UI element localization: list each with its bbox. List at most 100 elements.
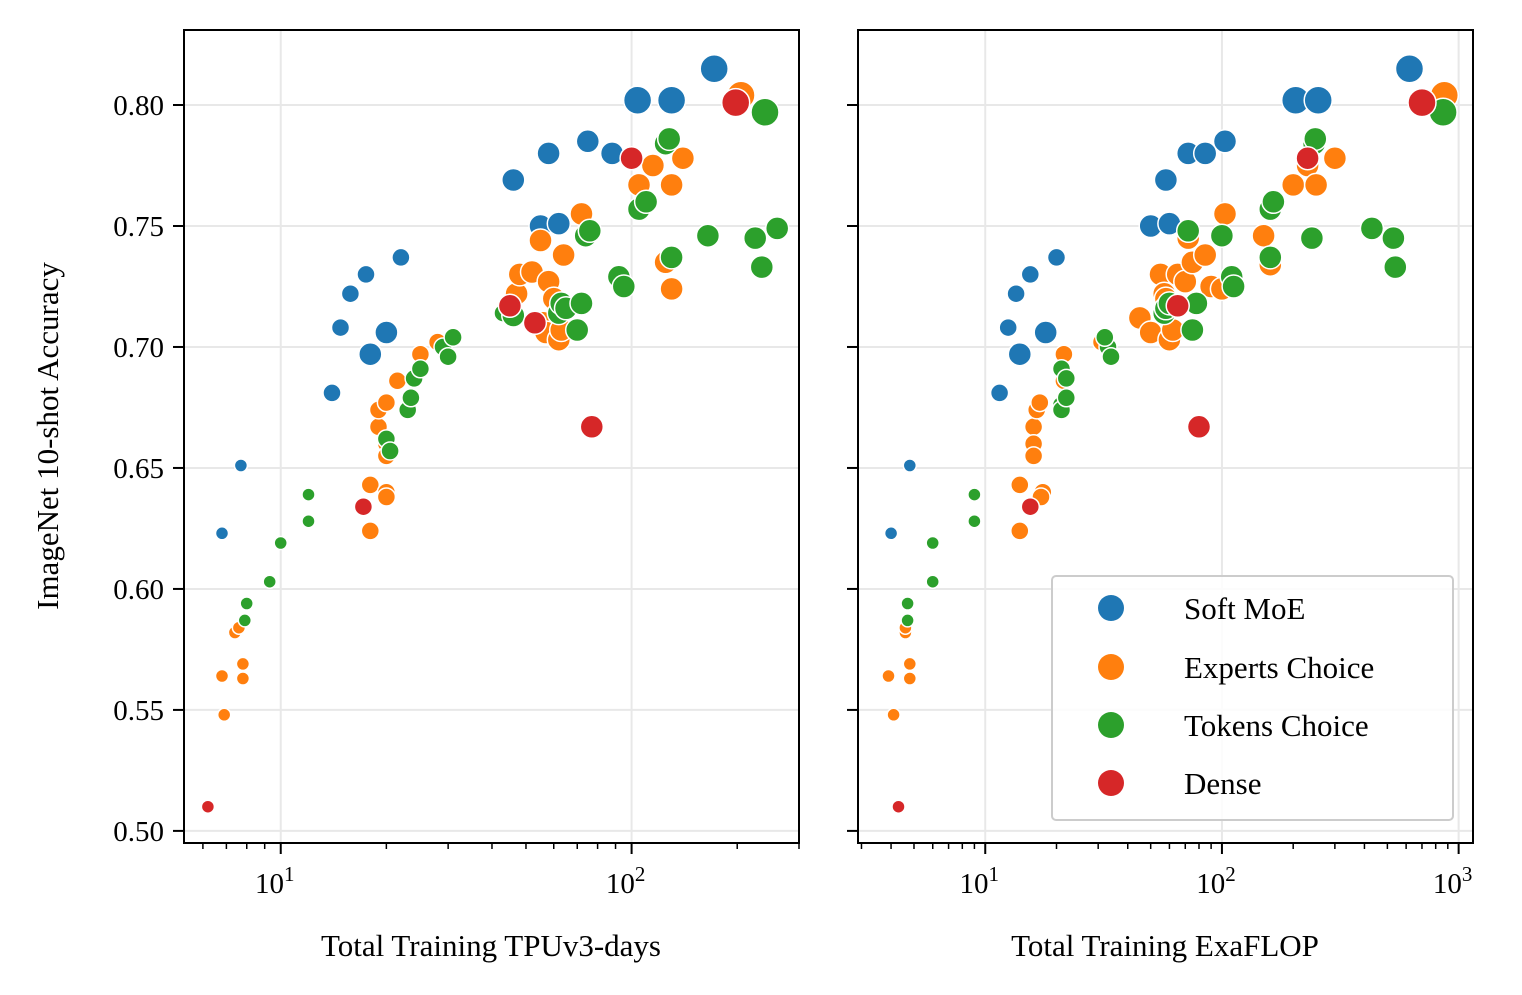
y-tick-label: 0.50: [113, 816, 164, 848]
point-tokens-choice: [273, 535, 288, 551]
legend-marker-dense: [1098, 770, 1124, 796]
point-tokens-choice: [1175, 218, 1201, 244]
point-soft-moe: [1153, 167, 1179, 193]
point-experts-choice: [1251, 223, 1276, 248]
point-tokens-choice: [695, 223, 721, 248]
point-experts-choice: [640, 153, 666, 178]
point-experts-choice: [1010, 475, 1030, 495]
point-soft-moe: [622, 85, 653, 115]
legend-label-experts-choice: Experts Choice: [1184, 650, 1374, 685]
point-tokens-choice: [742, 225, 768, 251]
right-data-points: [881, 53, 1460, 814]
point-experts-choice: [1030, 392, 1050, 413]
point-soft-moe: [1020, 264, 1041, 285]
point-experts-choice: [881, 668, 896, 684]
legend: Soft MoE Experts Choice Tokens Choice De…: [1051, 575, 1454, 821]
y-tick-label: 0.75: [113, 211, 164, 243]
point-experts-choice: [659, 276, 684, 302]
point-tokens-choice: [301, 487, 316, 502]
point-dense: [1295, 145, 1320, 171]
x-tick-label: 101: [959, 862, 999, 900]
point-tokens-choice: [1261, 189, 1286, 215]
legend-frame: [1051, 575, 1454, 821]
point-tokens-choice: [438, 346, 458, 367]
point-dense: [200, 799, 216, 814]
y-tick-label: 0.55: [113, 695, 164, 727]
point-experts-choice: [551, 242, 576, 268]
point-soft-moe: [340, 283, 361, 304]
point-experts-choice: [360, 521, 381, 541]
point-experts-choice: [235, 656, 251, 672]
left-axis-ticks: 0.50 0.55 0.60 0.65 0.70 0.75 0.80 101 102: [113, 90, 800, 900]
point-experts-choice: [1212, 201, 1238, 227]
point-soft-moe: [656, 85, 687, 115]
point-soft-moe: [501, 167, 526, 193]
point-experts-choice: [1192, 242, 1218, 268]
point-tokens-choice: [967, 513, 982, 529]
point-experts-choice: [1303, 172, 1329, 198]
point-soft-moe: [883, 526, 899, 541]
point-dense: [891, 799, 906, 814]
x-tick-label: 101: [255, 862, 295, 900]
y-tick-label: 0.70: [113, 332, 164, 364]
legend-label-dense: Dense: [1184, 766, 1261, 801]
point-tokens-choice: [1180, 317, 1205, 343]
point-experts-choice: [528, 228, 553, 253]
point-experts-choice: [216, 707, 232, 723]
y-tick-label: 0.65: [113, 453, 164, 485]
point-dense: [497, 293, 523, 319]
point-tokens-choice: [1383, 254, 1408, 280]
point-experts-choice: [235, 671, 251, 686]
point-tokens-choice: [564, 317, 590, 343]
point-soft-moe: [699, 53, 729, 84]
point-experts-choice: [902, 656, 918, 672]
point-soft-moe: [356, 264, 376, 285]
left-panel: 0.50 0.55 0.60 0.65 0.70 0.75 0.80 101 102 Total…: [30, 29, 800, 963]
point-dense: [1020, 496, 1041, 517]
point-dense: [1186, 414, 1212, 440]
point-tokens-choice: [611, 274, 637, 299]
point-soft-moe: [1303, 85, 1333, 115]
point-tokens-choice: [1258, 245, 1283, 270]
point-soft-moe: [391, 247, 411, 268]
point-tokens-choice: [301, 513, 316, 529]
legend-label-soft-moe: Soft MoE: [1184, 591, 1305, 626]
point-tokens-choice: [656, 126, 682, 152]
point-tokens-choice: [1221, 274, 1246, 299]
legend-marker-soft-moe: [1098, 595, 1124, 621]
point-dense: [522, 310, 548, 336]
right-plot-frame: [857, 29, 1474, 844]
point-dense: [720, 87, 751, 118]
point-tokens-choice: [239, 596, 254, 611]
point-tokens-choice: [900, 613, 915, 628]
point-tokens-choice: [1299, 225, 1325, 251]
point-tokens-choice: [262, 574, 277, 589]
point-dense: [579, 414, 605, 440]
point-soft-moe: [546, 211, 572, 236]
point-tokens-choice: [925, 535, 940, 551]
point-experts-choice: [886, 707, 901, 723]
point-tokens-choice: [900, 596, 915, 611]
point-soft-moe: [998, 317, 1018, 338]
point-soft-moe: [1006, 283, 1026, 304]
point-experts-choice: [902, 671, 918, 686]
point-experts-choice: [214, 668, 230, 684]
point-tokens-choice: [1056, 368, 1077, 389]
legend-marker-experts-choice: [1098, 654, 1124, 680]
y-tick-label: 0.60: [113, 574, 164, 606]
point-tokens-choice: [967, 487, 982, 502]
point-soft-moe: [1033, 320, 1058, 345]
point-experts-choice: [376, 392, 397, 413]
point-soft-moe: [1007, 341, 1033, 367]
point-soft-moe: [536, 141, 561, 166]
y-tick-label: 0.80: [113, 90, 164, 122]
left-x-axis-label: Total Training TPUv3-days: [321, 928, 661, 963]
point-tokens-choice: [410, 359, 431, 379]
point-soft-moe: [989, 383, 1010, 403]
point-dense: [1407, 87, 1437, 118]
point-tokens-choice: [380, 441, 400, 461]
point-experts-choice: [1010, 521, 1030, 541]
point-experts-choice: [1280, 172, 1306, 198]
point-soft-moe: [902, 458, 918, 473]
